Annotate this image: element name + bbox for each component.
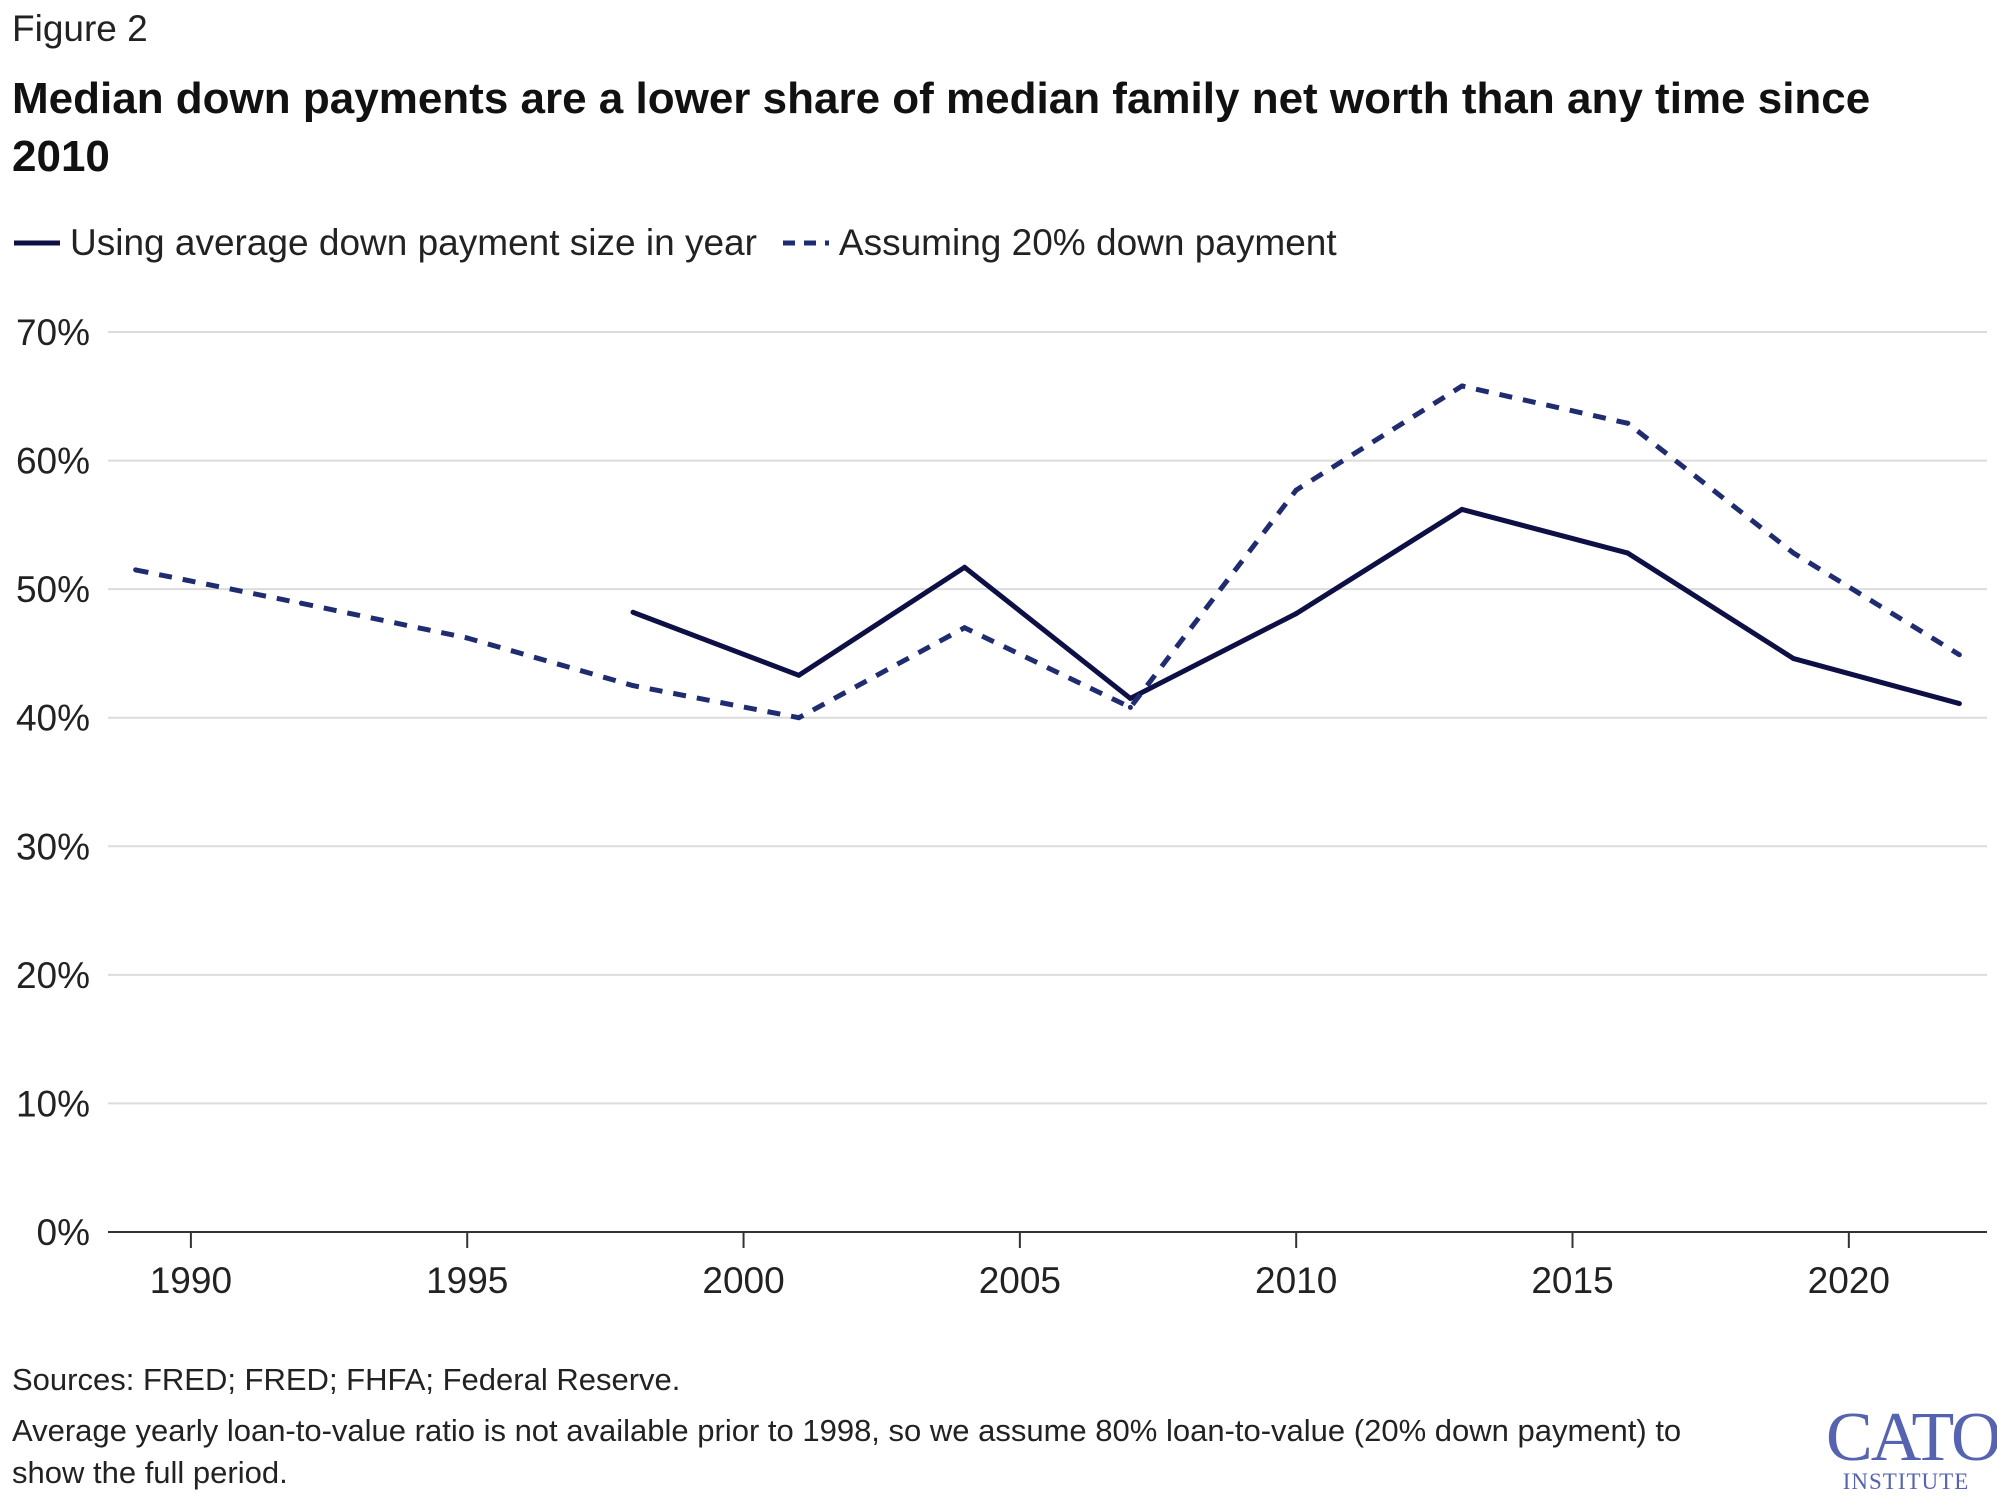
y-tick-label: 60% (16, 441, 90, 482)
y-tick-label: 70% (16, 312, 90, 353)
legend-label-20pct: Assuming 20% down payment (838, 222, 1337, 263)
data-point-20pct (298, 600, 304, 606)
chart-title: Median down payments are a lower share o… (12, 74, 1871, 181)
data-point-20pct (1127, 704, 1133, 710)
y-tick-label: 10% (16, 1083, 90, 1124)
legend: Using average down payment size in year … (12, 218, 1361, 268)
figure-label: Figure 2 (12, 8, 148, 49)
series-line-average-down-payment (632, 506, 1961, 707)
data-point-20pct (630, 683, 636, 689)
y-tick-label: 50% (16, 569, 90, 610)
legend-label-average: Using average down payment size in year (70, 222, 757, 263)
cato-logo: CATO INSTITUTE (1826, 1399, 1997, 1494)
data-point-20pct (133, 567, 139, 573)
series-line-20pct-down-payment (135, 383, 1961, 721)
data-point-20pct (1791, 550, 1797, 556)
legend-item-average: Using average down payment size in year (12, 222, 757, 264)
data-point-20pct (962, 625, 968, 631)
solid-line-swatch-icon (14, 240, 60, 246)
data-point-20pct (1293, 487, 1299, 493)
data-point-average (1625, 550, 1631, 556)
data-point-average (1293, 611, 1299, 617)
legend-item-20pct: Assuming 20% down payment (781, 222, 1337, 264)
x-tick-label: 1990 (150, 1260, 232, 1301)
data-point-average (962, 564, 968, 570)
x-tick-label: 2015 (1531, 1260, 1613, 1301)
y-tick-label: 20% (16, 955, 90, 996)
data-point-average (1791, 656, 1797, 662)
data-point-20pct (1625, 420, 1631, 426)
data-point-20pct (1459, 383, 1465, 389)
logo-sub-text: INSTITUTE (1842, 1469, 1970, 1494)
data-point-20pct (796, 715, 802, 721)
data-point-20pct (1956, 652, 1962, 658)
data-point-average (1459, 506, 1465, 512)
y-tick-label: 40% (16, 698, 90, 739)
x-tick-label: 2000 (702, 1260, 784, 1301)
sources-text: Sources: FRED; FRED; FHFA; Federal Reser… (12, 1362, 681, 1397)
data-point-average (1127, 695, 1133, 701)
x-tick-label: 2005 (979, 1260, 1061, 1301)
x-tick-label: 2020 (1808, 1260, 1890, 1301)
data-point-average (630, 609, 636, 615)
x-tick-label: 1995 (426, 1260, 508, 1301)
logo-main-text: CATO (1826, 1399, 1997, 1476)
dashed-line-swatch-icon (782, 240, 829, 246)
x-tick-label: 2010 (1255, 1260, 1337, 1301)
data-point-average (796, 672, 802, 678)
data-point-20pct (464, 635, 470, 641)
y-tick-label: 0% (37, 1212, 90, 1253)
y-tick-label: 30% (16, 826, 90, 867)
line-chart: 0% 10% 20% 30% 40% 50% 60% 70% 1990 1995 2000 2005 2… (16, 312, 1987, 1301)
footnote-text: Average yearly loan-to-value ratio is no… (12, 1413, 1682, 1490)
data-point-average (1956, 701, 1962, 707)
